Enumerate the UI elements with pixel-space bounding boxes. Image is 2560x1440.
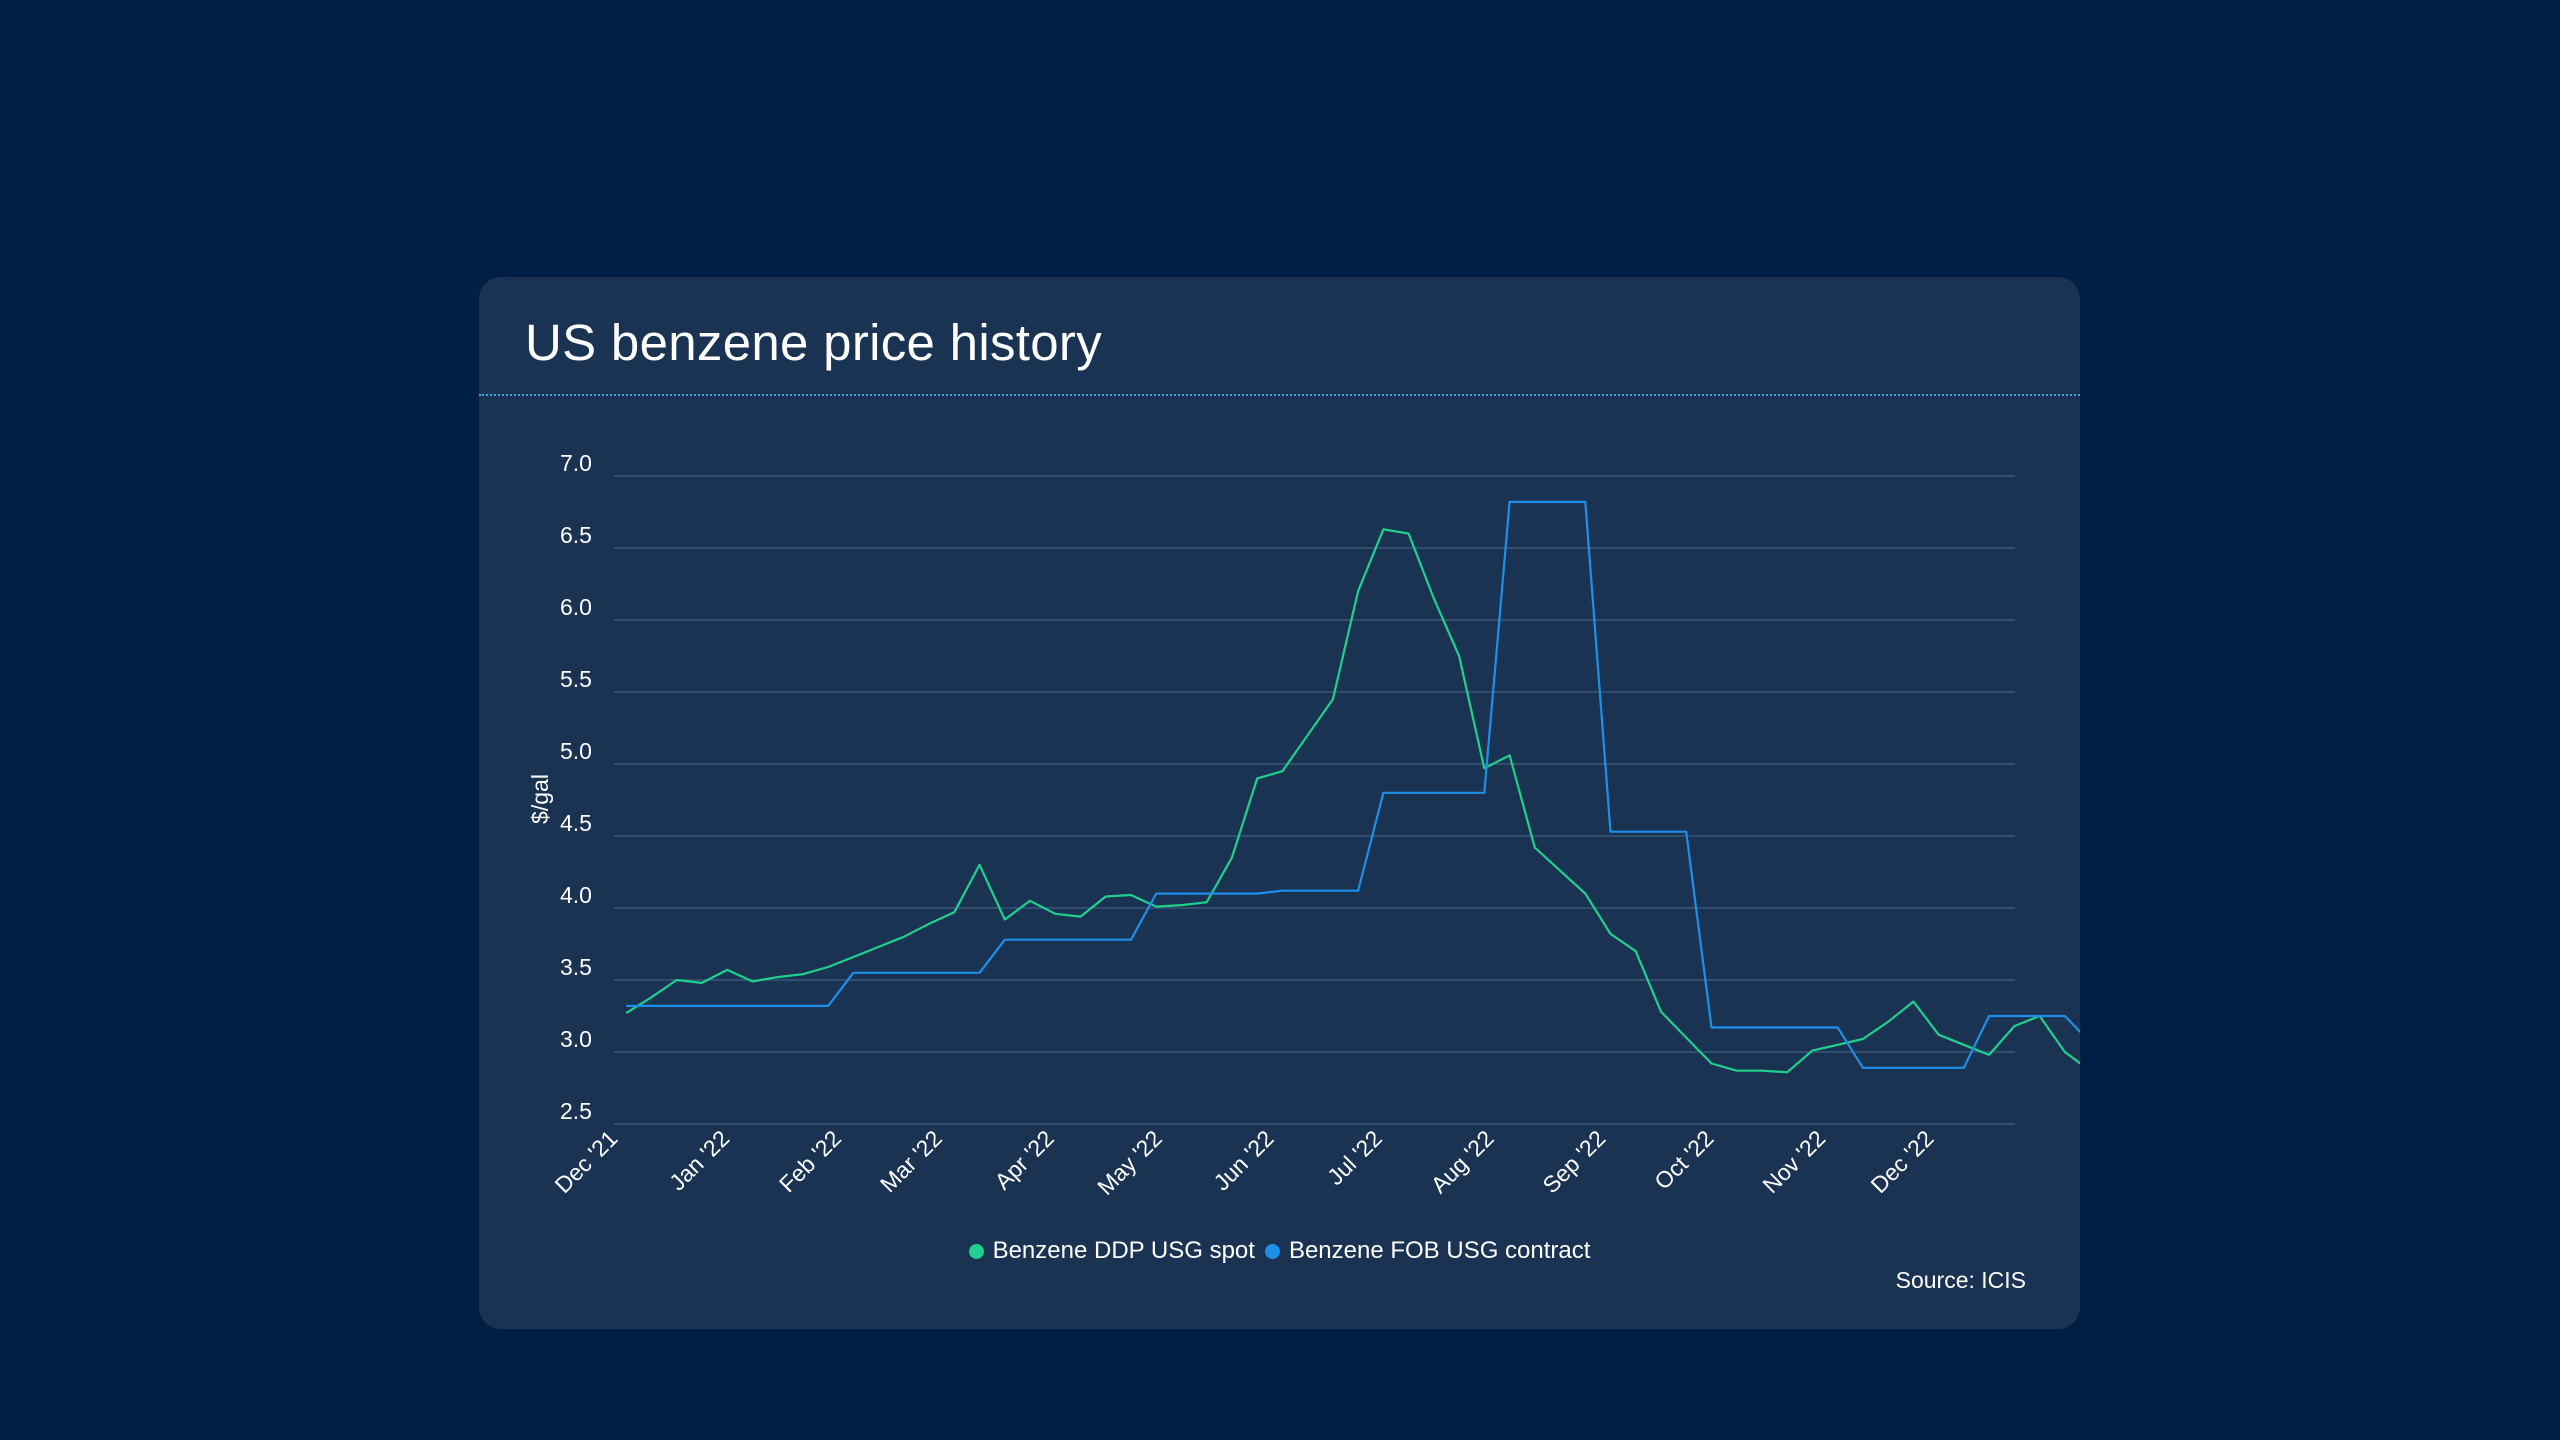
x-tick-label: Jul '22 (1322, 1125, 1387, 1190)
y-tick-label: 4.5 (560, 810, 592, 836)
x-tick-label: Dec '22 (1866, 1125, 1939, 1198)
title-divider (479, 394, 2080, 396)
x-tick-label: Nov '22 (1757, 1125, 1830, 1198)
legend-label-contract: Benzene FOB USG contract (1288, 1237, 1591, 1264)
legend-item-spot: Benzene DDP USG spot (968, 1237, 1255, 1265)
series-line-spot (625, 528, 2080, 1074)
legend: Benzene DDP USG spot Benzene FOB USG con… (479, 1231, 2080, 1271)
y-axis-tick-labels: 7.0 6.5 6.0 5.5 5.0 4.5 4.0 3.5 3.0 2.5 (560, 450, 592, 1124)
y-tick-label: 3.5 (560, 954, 592, 980)
line-chart: 7.0 6.5 6.0 5.5 5.0 4.5 4.0 3.5 3.0 2.5 $/gal Dec… (527, 450, 2080, 1200)
x-tick-label: Oct '22 (1649, 1125, 1718, 1194)
y-tick-label: 5.0 (560, 738, 592, 764)
y-tick-label: 7.0 (560, 450, 592, 476)
grid-lines (614, 475, 2015, 1125)
x-tick-label: Sep '22 (1537, 1125, 1610, 1198)
x-tick-label: Jan '22 (664, 1125, 734, 1195)
x-tick-label: May '22 (1092, 1125, 1167, 1200)
x-tick-label: Aug '22 (1426, 1125, 1499, 1198)
y-tick-label: 6.5 (560, 522, 592, 548)
y-tick-label: 2.5 (560, 1098, 592, 1124)
x-tick-label: Dec '21 (550, 1125, 623, 1198)
chart-title: US benzene price history (525, 314, 1102, 371)
series-lines (625, 500, 2080, 1074)
legend-item-contract: Benzene FOB USG contract (1264, 1237, 1591, 1265)
y-axis-label: $/gal (527, 774, 553, 824)
legend-swatch-contract (1264, 1243, 1280, 1259)
y-tick-label: 3.0 (560, 1026, 592, 1052)
series-line-contract (626, 500, 2080, 1069)
x-axis-tick-labels: Dec '21 Jan '22 Feb '22 Mar '22 Apr '22 May '… (550, 1125, 1939, 1200)
chart-card: US benzene price history 7.0 6.5 6.0 5.5 5.0… (479, 277, 2080, 1329)
x-tick-label: Mar '22 (875, 1125, 947, 1197)
y-tick-label: 6.0 (560, 594, 592, 620)
legend-swatch-spot (968, 1243, 984, 1259)
legend-label-spot: Benzene DDP USG spot (992, 1237, 1255, 1264)
x-tick-label: Feb '22 (774, 1125, 846, 1197)
y-tick-label: 4.0 (560, 882, 592, 908)
y-tick-label: 5.5 (560, 666, 592, 692)
x-tick-label: Apr '22 (989, 1125, 1058, 1194)
x-tick-label: Jun '22 (1208, 1125, 1278, 1195)
source-note: Source: ICIS (1895, 1267, 2026, 1293)
